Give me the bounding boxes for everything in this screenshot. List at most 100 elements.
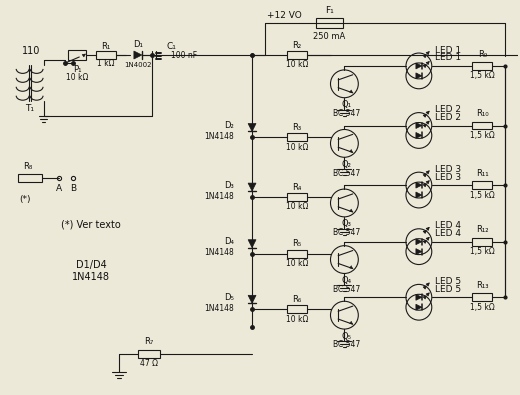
- Bar: [473, 62, 492, 70]
- Text: 1,5 kΩ: 1,5 kΩ: [470, 131, 495, 140]
- Bar: [287, 134, 307, 141]
- Text: 10 kΩ: 10 kΩ: [285, 202, 308, 211]
- Text: R₁: R₁: [101, 41, 111, 51]
- Text: LED 5: LED 5: [435, 277, 461, 286]
- Text: 1N4148: 1N4148: [204, 248, 234, 257]
- Text: BC 547: BC 547: [333, 340, 360, 350]
- Polygon shape: [134, 51, 142, 59]
- Text: 250 mA: 250 mA: [314, 32, 346, 41]
- Text: 1 kΩ: 1 kΩ: [97, 59, 115, 68]
- Text: R₆: R₆: [292, 295, 302, 304]
- Polygon shape: [349, 265, 353, 269]
- Bar: [316, 18, 343, 28]
- Polygon shape: [416, 73, 422, 79]
- Bar: [473, 293, 492, 301]
- Bar: [138, 350, 160, 358]
- Text: C₁: C₁: [167, 41, 177, 51]
- Text: +12 VO: +12 VO: [267, 11, 302, 20]
- Bar: [287, 250, 307, 258]
- Text: LED 1: LED 1: [435, 53, 461, 62]
- Polygon shape: [349, 149, 353, 152]
- Bar: [287, 305, 307, 313]
- Text: D₁: D₁: [133, 40, 143, 49]
- Text: P₁: P₁: [73, 66, 82, 74]
- Text: D1/D4: D1/D4: [76, 260, 107, 269]
- Polygon shape: [248, 124, 256, 132]
- Text: D₅: D₅: [224, 293, 234, 302]
- Polygon shape: [416, 182, 422, 188]
- Text: D₄: D₄: [224, 237, 234, 246]
- Polygon shape: [416, 304, 422, 310]
- Polygon shape: [416, 122, 422, 128]
- Polygon shape: [349, 90, 353, 93]
- Text: LED 4: LED 4: [435, 229, 461, 238]
- Text: R₅: R₅: [292, 239, 302, 248]
- Text: R₁₂: R₁₂: [476, 225, 489, 234]
- Text: R₄: R₄: [292, 182, 302, 192]
- Text: B: B: [70, 184, 76, 193]
- Bar: [473, 122, 492, 130]
- Bar: [287, 193, 307, 201]
- Text: R₇: R₇: [144, 337, 153, 346]
- Polygon shape: [248, 183, 256, 191]
- Text: A: A: [56, 184, 62, 193]
- Text: 1,5 kΩ: 1,5 kΩ: [470, 71, 495, 80]
- Text: LED 2: LED 2: [435, 105, 461, 114]
- Bar: [473, 181, 492, 189]
- Bar: [96, 51, 116, 59]
- Text: 10 kΩ: 10 kΩ: [285, 143, 308, 152]
- Text: 10 kΩ: 10 kΩ: [66, 73, 88, 82]
- Bar: [68, 50, 86, 60]
- Text: (*) Ver texto: (*) Ver texto: [61, 220, 121, 230]
- Text: R₁₃: R₁₃: [476, 281, 489, 290]
- Text: 1,5 kΩ: 1,5 kΩ: [470, 190, 495, 199]
- Text: LED 1: LED 1: [435, 45, 461, 55]
- Polygon shape: [349, 321, 353, 324]
- Text: 1,5 kΩ: 1,5 kΩ: [470, 247, 495, 256]
- Text: (*): (*): [19, 196, 30, 205]
- Polygon shape: [416, 239, 422, 245]
- Text: F₁: F₁: [325, 6, 334, 15]
- Polygon shape: [416, 248, 422, 255]
- Text: BC 547: BC 547: [333, 109, 360, 118]
- Text: R₉: R₉: [478, 49, 487, 58]
- Text: 1N4148: 1N4148: [204, 132, 234, 141]
- Polygon shape: [416, 132, 422, 138]
- Text: 10 kΩ: 10 kΩ: [285, 259, 308, 268]
- Text: Q₂: Q₂: [342, 160, 352, 169]
- Text: LED 4: LED 4: [435, 221, 461, 230]
- Text: 1N4148: 1N4148: [72, 273, 110, 282]
- Text: R₁₁: R₁₁: [476, 169, 489, 178]
- Text: Q₁: Q₁: [342, 100, 352, 109]
- Polygon shape: [248, 240, 256, 248]
- Text: R₈: R₈: [23, 162, 32, 171]
- Text: 100 nF: 100 nF: [172, 51, 198, 60]
- Text: 1,5 kΩ: 1,5 kΩ: [470, 303, 495, 312]
- Text: 1N4148: 1N4148: [204, 304, 234, 313]
- Text: Q₅: Q₅: [342, 331, 352, 340]
- Text: 1N4002: 1N4002: [124, 62, 152, 68]
- Text: R₁₀: R₁₀: [476, 109, 489, 118]
- Polygon shape: [248, 295, 256, 303]
- Text: LED 3: LED 3: [435, 165, 461, 174]
- Bar: [287, 51, 307, 59]
- Text: LED 5: LED 5: [435, 285, 461, 294]
- Text: 47 Ω: 47 Ω: [140, 359, 158, 368]
- Text: LED 3: LED 3: [435, 173, 461, 182]
- Text: 10 kΩ: 10 kΩ: [285, 60, 308, 70]
- Text: BC 547: BC 547: [333, 285, 360, 294]
- Text: D₃: D₃: [225, 181, 234, 190]
- Polygon shape: [349, 209, 353, 212]
- Text: 10 kΩ: 10 kΩ: [285, 315, 308, 324]
- Text: 1N4148: 1N4148: [204, 192, 234, 201]
- Text: BC 547: BC 547: [333, 169, 360, 178]
- Bar: [18, 174, 42, 182]
- Polygon shape: [416, 192, 422, 198]
- Text: D₂: D₂: [225, 121, 234, 130]
- Text: Q₄: Q₄: [341, 276, 352, 285]
- Text: 110: 110: [22, 46, 41, 56]
- Text: T₁: T₁: [25, 104, 34, 113]
- Text: Q₃: Q₃: [342, 219, 352, 228]
- Polygon shape: [416, 294, 422, 300]
- Text: BC 547: BC 547: [333, 228, 360, 237]
